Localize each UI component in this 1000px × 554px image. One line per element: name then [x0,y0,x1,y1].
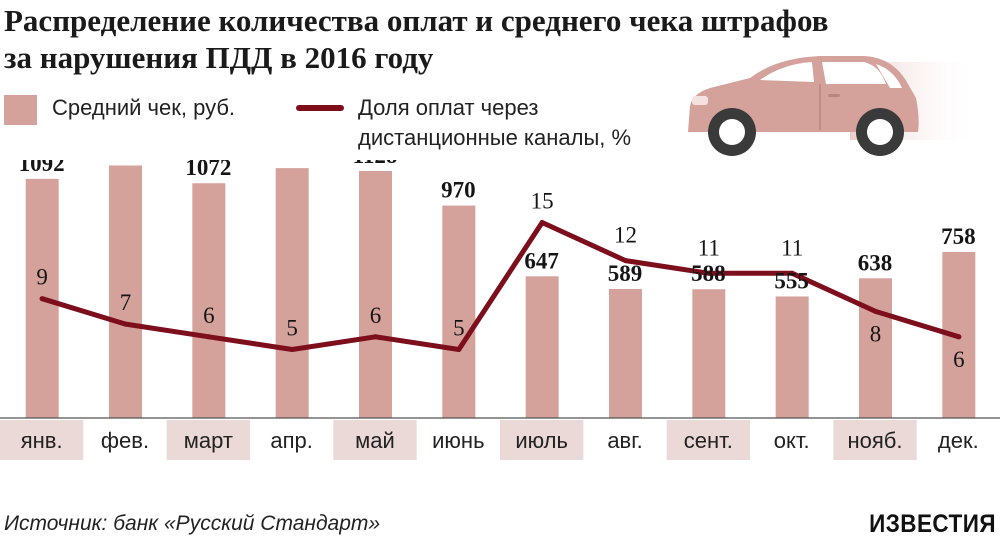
bar-4 [359,170,392,418]
bar-value-label: 647 [524,248,559,273]
share-value-label: 5 [453,316,465,341]
legend-line-swatch [296,105,344,111]
bar-5 [442,205,476,418]
bar-value-label: 1128 [353,160,398,168]
month-label: авг. [607,428,642,453]
share-value-label: 6 [370,303,382,328]
share-value-label: 6 [953,347,965,372]
share-value-label: 9 [36,265,48,290]
legend-bar-swatch [4,95,37,125]
bar-6 [525,276,559,418]
month-band [0,420,84,460]
share-value-label: 8 [870,321,882,346]
bar-value-label: 970 [441,178,476,203]
month-band [166,420,250,460]
share-value-label: 11 [698,235,720,260]
bar-10 [859,278,892,418]
share-value-label: 12 [614,223,637,248]
bar-9 [775,296,809,418]
chart-title: Распределение количества оплат и среднег… [4,3,829,75]
chart-area: 1092 янв. 1153 фев. 1072 март 1141 апр. 1128 май 9… [0,160,1000,460]
share-point [956,334,962,340]
share-point [873,308,878,314]
month-label: сент. [684,428,733,453]
bar-2 [192,183,226,418]
month-label: март [184,428,233,453]
month-label: май [355,428,395,453]
bar-3 [275,168,309,418]
share-point [706,270,712,276]
car-icon [688,56,980,156]
source-note: Источник: банк «Русский Стандарт» [4,512,381,535]
month-band [666,420,750,460]
month-label: июнь [432,428,484,453]
month-label: окт. [774,428,810,453]
share-point [539,220,545,225]
share-point [373,334,378,340]
month-label: июль [515,428,568,453]
bar-value-label: 555 [774,268,809,293]
legend-line-label: Доля оплат через дистанционные каналы, % [358,95,632,150]
month-label: апр. [270,428,313,453]
bar-value-label: 1153 [103,160,148,162]
bar-value-label: 758 [941,224,976,249]
month-label: фев. [101,428,149,453]
share-point [123,321,128,327]
month-band [333,420,417,460]
bar-value-label: 1072 [185,160,231,180]
share-point [789,270,795,276]
share-line [39,220,962,352]
share-point [289,347,295,352]
bar-1 [109,165,142,418]
bar-value-label: 638 [858,250,893,275]
share-point [206,334,212,340]
bar-value-label: 1092 [19,160,65,176]
month-label: нояб. [847,428,902,453]
bar-7 [609,289,642,418]
share-value-label: 7 [120,290,132,315]
month-band [500,420,584,460]
share-value-label: 6 [203,303,215,328]
share-point [456,347,462,352]
bar-value-label: 1141 [269,160,314,165]
bar-value-label: 589 [608,261,643,286]
share-value-label: 11 [781,235,803,260]
share-value-label: 5 [286,316,298,341]
publisher-logo: ИЗВЕСТИЯ [869,510,996,538]
month-label: янв. [21,428,63,453]
month-label: дек. [938,428,979,453]
legend-bar-label: Средний чек, руб. [52,95,236,120]
share-point [623,258,628,264]
share-point [39,296,45,302]
bar-value-label: 588 [691,261,726,286]
month-band [833,420,917,460]
share-value-label: 15 [531,189,554,214]
bar-8 [692,289,726,418]
